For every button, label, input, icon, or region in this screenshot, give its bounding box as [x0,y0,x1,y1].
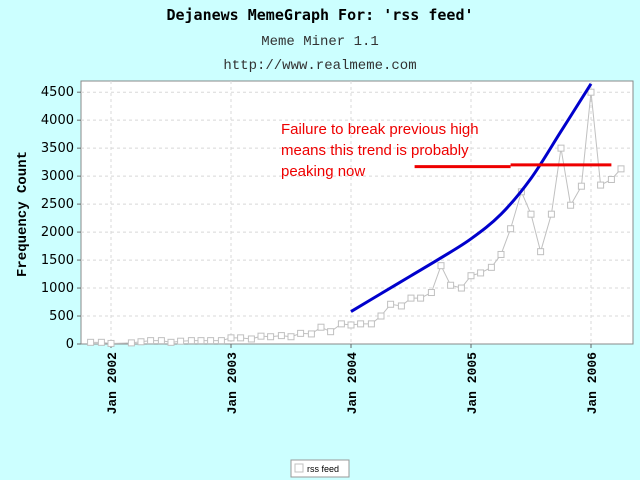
x-tick-label: Jan 2002 [105,352,120,415]
data-point [237,334,245,342]
y-tick-label: 500 [49,309,74,324]
data-point [537,248,545,256]
data-point [587,88,595,96]
data-point [177,337,185,345]
chart-subtitle: Meme Miner 1.1 [261,34,379,50]
data-point [477,269,485,277]
y-tick-label: 2500 [41,197,74,212]
data-point [557,144,565,152]
y-tick-label: 3000 [41,169,74,184]
annotation-layer: Failure to break previous high means this… [281,121,612,180]
legend: rss feed [290,459,350,478]
y-axis-label: Frequency Count [15,151,31,277]
x-tick-label: Jan 2005 [465,352,480,415]
data-point [407,294,415,302]
x-tick-label: Jan 2004 [345,352,360,415]
data-point [417,294,425,302]
data-point [197,337,205,345]
data-point [457,284,465,292]
series-layer [87,88,625,347]
data-point [137,338,145,346]
data-point [167,338,175,346]
data-point [317,323,325,331]
data-point [467,272,475,280]
data-point [337,320,345,328]
x-tick-label: Jan 2003 [225,352,240,415]
data-point [277,332,285,340]
data-point [157,337,165,345]
data-point [377,312,385,320]
data-point [547,210,555,218]
data-point [597,181,605,189]
data-point [447,281,455,289]
grid [81,81,633,344]
data-point [387,300,395,308]
data-point [427,289,435,297]
data-point [327,328,335,336]
trend-layer [350,82,593,313]
data-point [497,250,505,258]
data-point [487,263,495,271]
data-point [307,330,315,338]
data-point [127,339,135,347]
data-point [87,338,95,346]
data-point [397,302,405,310]
axes: 0 500 1000 1500 2000 2500 3000 3500 4000 4500 Jan … [41,85,600,414]
data-point [187,337,195,345]
data-point [367,320,375,328]
data-point [507,225,515,233]
data-point [297,329,305,337]
legend-label: rss feed [307,464,339,474]
plot-area [80,80,634,345]
data-point [617,165,625,173]
data-point [207,337,215,345]
data-point [267,333,275,341]
x-tick-label: Jan 2006 [585,352,600,415]
y-tick-label: 4500 [41,85,74,100]
data-point [567,201,575,209]
chart-url: http://www.realmeme.com [223,58,416,74]
annotation-text: means this trend is probably [281,142,469,159]
data-point [357,320,365,328]
chart-title: Dejanews MemeGraph For: 'rss feed' [166,6,473,24]
y-tick-label: 3500 [41,141,74,156]
data-point [287,333,295,341]
data-point [257,332,265,340]
data-point [527,210,535,218]
data-point [607,175,615,183]
trend-line [350,82,593,313]
y-tick-label: 0 [66,337,74,352]
y-tick-label: 4000 [41,113,74,128]
data-point [437,262,445,270]
data-point [217,337,225,345]
data-point [577,182,585,190]
legend-marker [294,463,304,473]
data-point [247,335,255,343]
legend-box [290,459,350,478]
data-point [97,338,105,346]
y-tick-label: 1500 [41,253,74,268]
y-tick-label: 2000 [41,225,74,240]
data-point [227,334,235,342]
annotation-text: Failure to break previous high [281,121,479,138]
annotation-text: peaking now [281,163,365,180]
data-point [147,337,155,345]
data-point [347,321,355,329]
y-tick-label: 1000 [41,281,74,296]
data-point [107,339,115,347]
